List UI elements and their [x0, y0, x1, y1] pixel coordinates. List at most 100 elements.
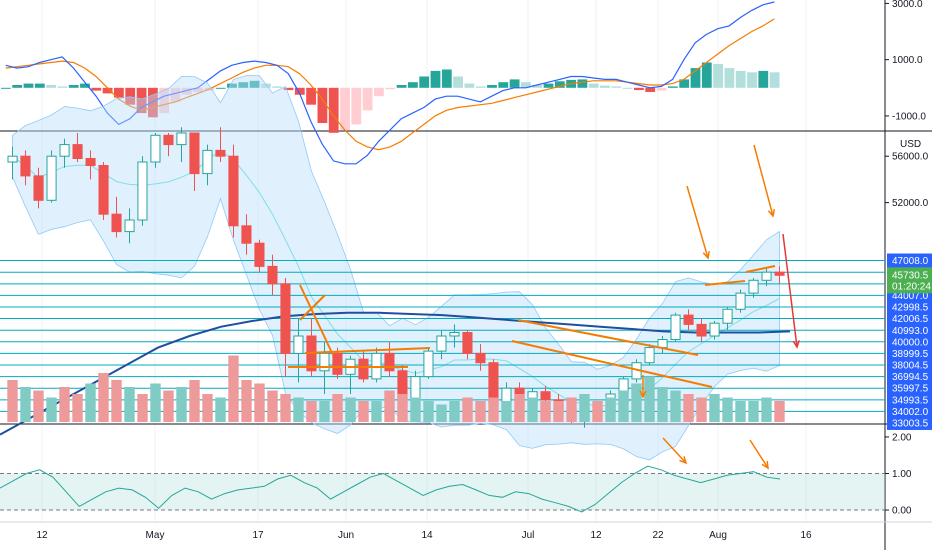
macd-histogram-bar: [261, 83, 271, 88]
macd-histogram-bar: [600, 85, 610, 88]
price-level-tag: [887, 311, 932, 326]
price-axis-label: 56000.0: [892, 152, 929, 163]
volume-bar: [150, 383, 161, 422]
volume-bar: [98, 373, 109, 422]
candle-body: [657, 339, 668, 349]
volume-bar: [540, 401, 551, 422]
candle-body: [59, 144, 70, 157]
macd-histogram-bar: [136, 87, 147, 114]
candle-body: [241, 225, 252, 244]
volume-bar: [85, 383, 96, 422]
osc-axis-label: 0.00: [892, 506, 912, 517]
trendline-drawing: [745, 265, 776, 273]
candle-body: [254, 242, 265, 267]
macd-axis-label: -1000.0: [892, 111, 926, 122]
ma200-line: [0, 311, 791, 436]
price-level-tag-label: 34993.5: [892, 395, 929, 406]
candle-body: [137, 161, 148, 221]
macd-histogram-bar: [656, 87, 667, 91]
macd-histogram-bar: [532, 85, 543, 88]
macd-histogram-bar: [170, 87, 181, 102]
volume-bar: [345, 397, 356, 422]
volume-bar: [72, 394, 83, 422]
oscillator-panel: [0, 465, 885, 513]
macd-histogram-bar: [441, 69, 452, 88]
macd-histogram-bar: [34, 83, 45, 88]
time-axis-label: 22: [652, 530, 664, 541]
macd-histogram-bar: [328, 87, 339, 133]
macd-histogram-bar: [758, 70, 769, 88]
volume-bar: [423, 401, 434, 422]
macd-histogram-bar: [701, 62, 712, 88]
price-level-tag-label: 42998.5: [892, 303, 929, 314]
volume-bar: [176, 387, 187, 422]
volume-bar: [683, 394, 694, 422]
candle-body: [709, 322, 720, 337]
arrow-annotation-head: [679, 456, 688, 465]
price-level-tag-label: 34002.0: [892, 407, 929, 418]
macd-panel: [1, 1, 780, 165]
macd-histogram-bar: [769, 72, 780, 88]
candle-body: [7, 155, 18, 163]
volume-bar: [228, 355, 239, 422]
price-level-tag: [887, 253, 932, 268]
macd-histogram-bar: [475, 86, 486, 88]
price-level-tag-label: 33003.5: [892, 418, 929, 429]
volume-panel: [7, 355, 785, 422]
candle-body: [176, 132, 187, 146]
time-axis-label: May: [146, 530, 165, 541]
price-level-tag: [887, 381, 932, 396]
price-level-tag-label: 42006.5: [892, 314, 929, 325]
volume-bar: [358, 401, 369, 422]
volume-bar: [631, 383, 642, 422]
macd-histogram-bar: [374, 87, 384, 97]
current-price-tag: [887, 267, 932, 294]
macd-histogram-bar: [340, 87, 350, 130]
volume-bar: [670, 390, 681, 422]
price-level-tag: [887, 404, 932, 419]
time-axis-label: 12: [36, 530, 48, 541]
candle-body: [722, 308, 733, 324]
price-level-tag-label: 40000.0: [892, 337, 929, 348]
macd-histogram-bar: [1, 87, 11, 89]
candle-body: [436, 335, 447, 352]
macd-histogram-bar: [181, 87, 192, 95]
macd-histogram-bar: [249, 80, 260, 88]
macd-histogram-bar: [509, 79, 520, 88]
trendline-drawing: [704, 280, 746, 286]
candle-body: [475, 352, 486, 364]
macd-histogram-bar: [419, 76, 430, 88]
price-level-tag-label: 40993.0: [892, 326, 929, 337]
volume-bar: [462, 397, 473, 422]
arrow-annotation: [749, 439, 769, 469]
volume-bar: [319, 401, 330, 422]
candle-body: [540, 391, 551, 401]
macd-histogram-bar: [23, 83, 34, 88]
macd-histogram-bar: [193, 87, 203, 92]
macd-histogram-bar: [611, 86, 622, 88]
volume-bar: [566, 397, 577, 422]
macd-histogram-bar: [713, 63, 723, 88]
arrow-annotation-head: [761, 461, 769, 470]
volume-bar: [449, 401, 460, 422]
volume-bar: [618, 390, 629, 422]
macd-histogram-bar: [747, 72, 757, 88]
price-level-tag: [887, 357, 932, 372]
volume-bar: [475, 401, 486, 422]
candle-body: [319, 352, 330, 372]
macd-histogram-bar: [724, 68, 735, 88]
macd-histogram-bar: [46, 85, 56, 88]
macd-histogram-bar: [588, 83, 599, 88]
trendline-drawing: [304, 347, 431, 354]
candle-body: [202, 149, 213, 175]
volume-bar: [384, 390, 395, 422]
volume-bar: [59, 387, 70, 422]
macd-histogram-bar: [294, 87, 305, 95]
candle-body: [735, 292, 746, 310]
macd-histogram-bar: [351, 87, 362, 125]
arrow-annotation: [686, 185, 709, 259]
macd-histogram-bar: [396, 85, 407, 88]
